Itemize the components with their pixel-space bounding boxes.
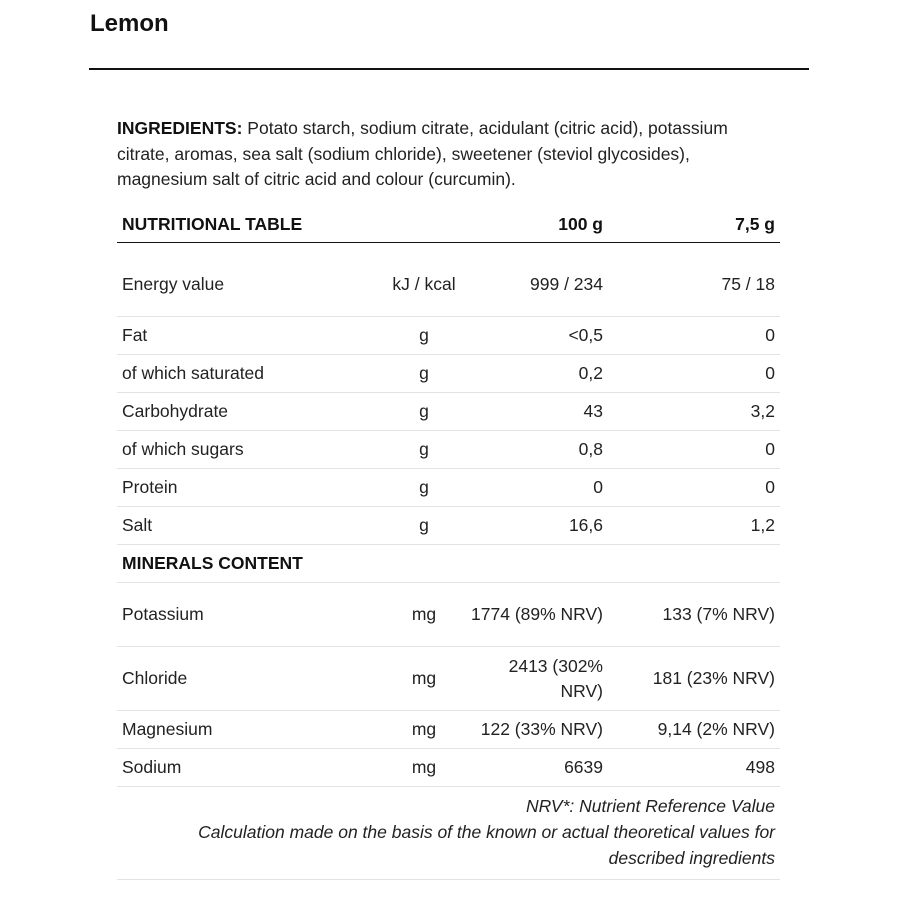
nutrient-unit: mg — [382, 710, 466, 749]
value-serving: 0 — [603, 316, 780, 355]
ingredients-text: Potato starch, sodium citrate, acidulant… — [117, 118, 728, 189]
ingredients-paragraph: INGREDIENTS: Potato starch, sodium citra… — [117, 116, 757, 193]
table-row: of which sugars g 0,8 0 — [117, 430, 780, 469]
value-serving: 1,2 — [603, 506, 780, 545]
footnote-nrv: NRV*: Nutrient Reference Value — [525, 796, 775, 816]
header-serving: 7,5 g — [603, 207, 780, 243]
header-label: NUTRITIONAL TABLE — [117, 207, 382, 243]
nutrient-name: Chloride — [117, 646, 382, 711]
table-row: Magnesium mg 122 (33% NRV) 9,14 (2% NRV) — [117, 710, 780, 749]
value-100g: 0,2 — [466, 354, 603, 393]
value-serving: 75 / 18 — [603, 253, 780, 317]
value-serving: 181 (23% NRV) — [603, 646, 780, 711]
nutrient-unit: g — [382, 354, 466, 393]
nutrient-unit: mg — [382, 582, 466, 647]
table-row: Chloride mg 2413 (302% NRV) 181 (23% NRV) — [117, 646, 780, 711]
nutrient-unit: g — [382, 316, 466, 355]
nutritional-table: NUTRITIONAL TABLE 100 g 7,5 g Energy val… — [117, 207, 780, 880]
product-title: Lemon — [90, 10, 169, 37]
value-100g: 0 — [466, 468, 603, 507]
nutrient-unit: mg — [382, 748, 466, 787]
spacer-row — [117, 243, 780, 254]
minerals-header: MINERALS CONTENT — [117, 544, 780, 583]
nutrient-name: Sodium — [117, 748, 382, 787]
value-serving: 3,2 — [603, 392, 780, 431]
value-100g: 6639 — [466, 748, 603, 787]
value-100g: 43 — [466, 392, 603, 431]
table-row: Salt g 16,6 1,2 — [117, 506, 780, 545]
footnote-calculation: Calculation made on the basis of the kno… — [198, 822, 775, 868]
value-100g: 1774 (89% NRV) — [466, 582, 603, 647]
nutrient-unit: g — [382, 506, 466, 545]
value-100g: 122 (33% NRV) — [466, 710, 603, 749]
nutrient-name: of which saturated — [117, 354, 382, 393]
nutrient-unit: g — [382, 430, 466, 469]
value-100g: <0,5 — [466, 316, 603, 355]
value-serving: 0 — [603, 430, 780, 469]
nutrient-name: of which sugars — [117, 430, 382, 469]
table-header-row: NUTRITIONAL TABLE 100 g 7,5 g — [117, 207, 780, 243]
table-row: Energy value kJ / kcal 999 / 234 75 / 18 — [117, 253, 780, 317]
nutrient-unit: g — [382, 468, 466, 507]
nutrient-name: Protein — [117, 468, 382, 507]
table-row: Fat g <0,5 0 — [117, 316, 780, 355]
value-100g: 999 / 234 — [466, 253, 603, 317]
value-serving: 0 — [603, 354, 780, 393]
nutrient-unit: mg — [382, 646, 466, 711]
table-row: Sodium mg 6639 498 — [117, 748, 780, 787]
value-100g: 0,8 — [466, 430, 603, 469]
nutrient-name: Energy value — [117, 253, 382, 317]
nutrient-name: Salt — [117, 506, 382, 545]
value-100g: 2413 (302% NRV) — [466, 646, 603, 711]
table-row: Protein g 0 0 — [117, 468, 780, 507]
value-serving: 498 — [603, 748, 780, 787]
table-row: Potassium mg 1774 (89% NRV) 133 (7% NRV) — [117, 582, 780, 647]
footnote-row: NRV*: Nutrient Reference Value Calculatio… — [117, 786, 780, 880]
value-100g: 16,6 — [466, 506, 603, 545]
value-serving: 0 — [603, 468, 780, 507]
table-row: of which saturated g 0,2 0 — [117, 354, 780, 393]
ingredients-label: INGREDIENTS: — [117, 118, 243, 138]
nutrient-unit: g — [382, 392, 466, 431]
table-row: Carbohydrate g 43 3,2 — [117, 392, 780, 431]
nutrient-name: Fat — [117, 316, 382, 355]
title-divider — [89, 68, 809, 70]
minerals-header-row: MINERALS CONTENT — [117, 544, 780, 583]
nutrient-name: Carbohydrate — [117, 392, 382, 431]
nutrient-unit: kJ / kcal — [382, 253, 466, 317]
header-100g: 100 g — [466, 207, 603, 243]
value-serving: 9,14 (2% NRV) — [603, 710, 780, 749]
value-serving: 133 (7% NRV) — [603, 582, 780, 647]
nutrient-name: Magnesium — [117, 710, 382, 749]
footnote: NRV*: Nutrient Reference Value Calculatio… — [117, 786, 780, 880]
nutrient-name: Potassium — [117, 582, 382, 647]
